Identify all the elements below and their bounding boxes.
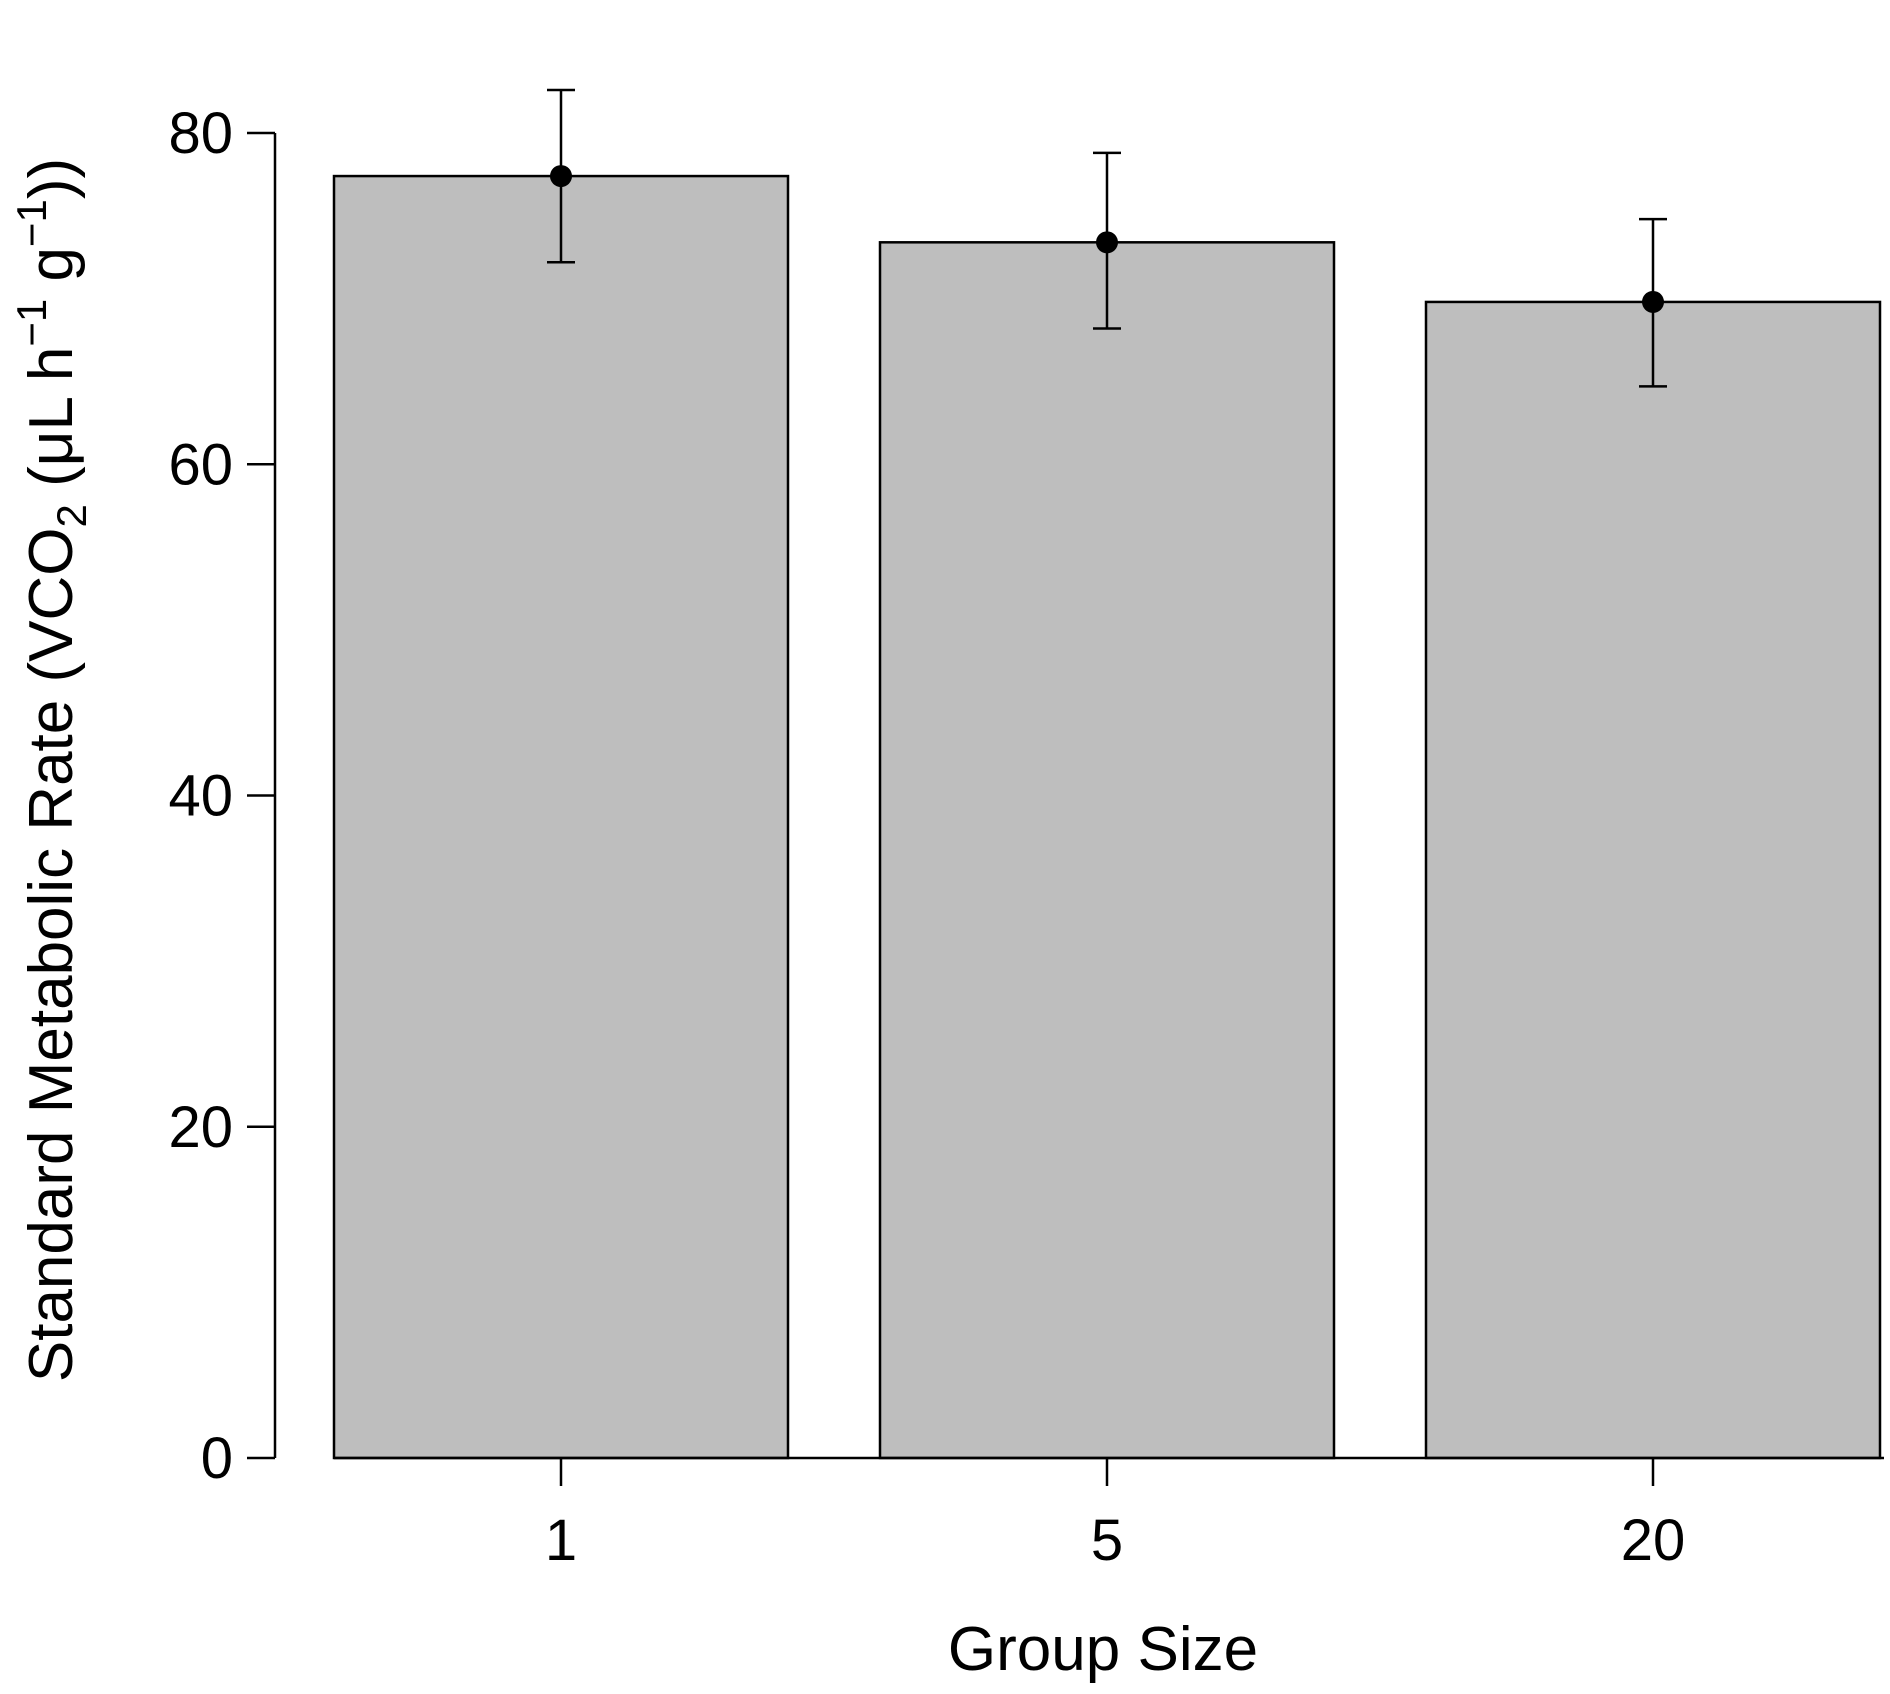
y-tick-label-80: 80 [168,101,233,166]
bar-20 [1424,300,1882,1460]
mean-points-layer [550,165,1664,313]
y-axis-title-unit-open: (μL h [17,347,86,504]
y-axis-title-exponent-1: −1 [8,299,55,347]
mean-point-20 [1642,290,1664,313]
y-axis-title-unit-mid: g [17,247,86,299]
x-tick-label-5: 5 [1091,1508,1123,1573]
y-axis-title-main: Standard Metabolic Rate (VCO [17,528,86,1383]
y-axis-title-subscript: 2 [48,504,95,527]
x-axis: 1 5 20 [334,1456,1884,1573]
y-tick-label-20: 20 [168,1095,233,1160]
mean-point-5 [1096,231,1118,254]
y-tick-label-0: 0 [201,1426,233,1491]
mean-point-1 [550,165,572,188]
bar-5 [878,241,1336,1460]
x-tick-label-20: 20 [1621,1508,1686,1573]
y-axis: 0 20 40 60 80 [168,101,277,1491]
y-axis-title: Standard Metabolic Rate (VCO2 (μL h−1 g−… [8,158,95,1382]
x-axis-title: Group Size [948,1615,1258,1684]
y-axis-title-exponent-2: −1 [8,199,55,247]
bars-layer [332,174,1882,1460]
x-tick-label-1: 1 [545,1508,577,1573]
y-tick-label-60: 60 [168,432,233,497]
y-axis-title-unit-close: )) [17,158,86,199]
bar-1 [332,174,790,1460]
y-tick-label-40: 40 [168,764,233,829]
